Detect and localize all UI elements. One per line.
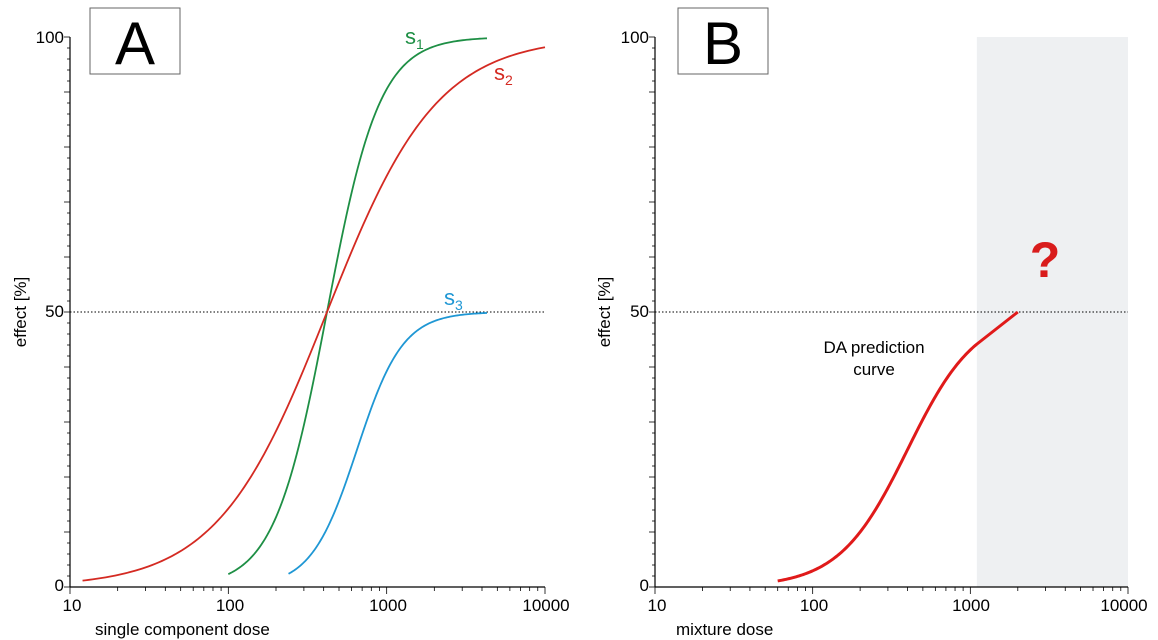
- panel-b-question-mark: ?: [1030, 232, 1061, 288]
- panel-b-x-minor-ticks: [654, 587, 1129, 594]
- panel-a-series-s1-label: s1: [405, 24, 424, 52]
- panel-a-y-minor-ticks: [64, 36, 70, 588]
- panel-a-xtick-100: 100: [216, 596, 244, 615]
- panel-a-y-label: effect [%]: [11, 277, 30, 348]
- panel-a-letter: A: [115, 10, 155, 77]
- panel-a-x-label: single component dose: [95, 620, 270, 639]
- panel-b-y-label: effect [%]: [595, 277, 614, 348]
- panel-a-series-s3-label: s3: [444, 285, 463, 313]
- panel-a-ytick-100: 100: [36, 28, 64, 47]
- panel-b-letter: B: [703, 10, 743, 77]
- panel-b-x-label: mixture dose: [676, 620, 773, 639]
- panel-b-annotation-line-1: DA prediction: [823, 338, 924, 357]
- panel-b-xtick-100: 100: [800, 596, 828, 615]
- panel-b-annotation-line-2: curve: [853, 360, 895, 379]
- panel-a-ytick-0: 0: [55, 576, 64, 595]
- panel-a-series-s3-line: [288, 312, 488, 575]
- panel-b-ytick-0: 0: [640, 576, 649, 595]
- panel-b-xtick-10: 10: [648, 596, 667, 615]
- panel-a-xtick-1000: 1000: [369, 596, 407, 615]
- panel-a-ytick-50: 50: [45, 302, 64, 321]
- panel-a-letter-box: [89, 7, 181, 75]
- panel-a: A 100 50 0 10 100 1000 10000 single comp…: [11, 7, 570, 639]
- panel-b: B 100 50 0 10 100 1000 10000 mixture dos…: [595, 7, 1148, 639]
- panel-b-y-minor-ticks: [649, 36, 655, 588]
- panel-a-series-s1-line: [227, 37, 488, 575]
- panel-a-series-s2-line: [82, 46, 546, 582]
- panel-b-letter-box: [677, 7, 769, 75]
- panel-a-x-minor-ticks: [69, 587, 546, 594]
- panel-b-ytick-50: 50: [630, 302, 649, 321]
- panel-b-ytick-100: 100: [621, 28, 649, 47]
- panel-b-shaded-region: [976, 37, 1128, 587]
- panel-a-xtick-10000: 10000: [522, 596, 569, 615]
- panel-b-xtick-10000: 10000: [1100, 596, 1147, 615]
- panel-a-xtick-10: 10: [63, 596, 82, 615]
- panel-a-series-s2-label: s2: [494, 60, 513, 88]
- panel-b-xtick-1000: 1000: [952, 596, 990, 615]
- panel-b-da-prediction-curve: [777, 310, 1019, 583]
